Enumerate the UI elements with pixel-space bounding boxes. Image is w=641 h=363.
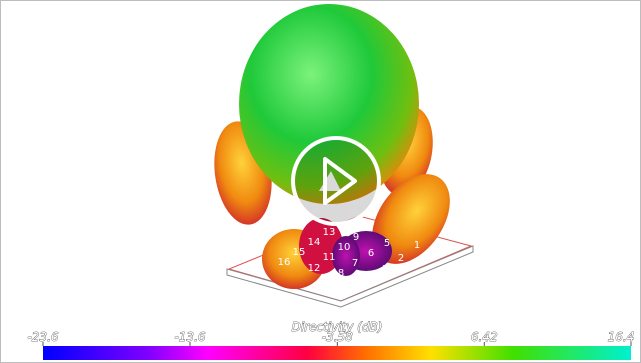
element-label: 2 [398, 253, 404, 264]
element-label: 1 [414, 240, 420, 251]
video-frame: Directivity (dB) 12345678910111213141516… [0, 0, 641, 363]
element-label: 15 [293, 247, 306, 258]
element-label: 3 [382, 264, 388, 275]
element-label: 9 [353, 232, 359, 243]
colorbar-tick-label: -23.6 [27, 330, 58, 344]
element-label: 13 [323, 227, 336, 238]
element-label: 14 [308, 237, 321, 248]
element-label: 4 [368, 275, 374, 286]
element-label: 5 [384, 238, 390, 249]
element-label: 6 [368, 248, 374, 259]
element-label: 10 [338, 242, 351, 253]
scene: Directivity (dB) 12345678910111213141516… [1, 1, 640, 362]
colorbar-tick-label: -3.58 [322, 330, 353, 344]
colorbar-tick-label: 6.42 [471, 330, 498, 344]
element-label: 7 [352, 258, 358, 269]
colorbar [43, 346, 631, 360]
play-button[interactable] [293, 138, 379, 224]
colorbar-tick-label: -13.6 [174, 330, 205, 344]
element-label: 8 [338, 268, 344, 279]
colorbar-tick-label: 16.4 [608, 330, 635, 344]
element-label: 12 [308, 263, 321, 274]
element-label: 11 [323, 252, 336, 263]
element-label: 16 [278, 257, 291, 268]
